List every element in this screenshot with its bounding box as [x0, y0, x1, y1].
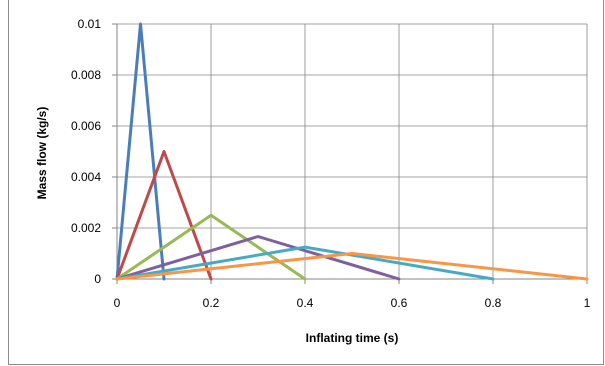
y-tick-label: 0.008: [71, 68, 101, 82]
y-tick-label: 0: [94, 272, 101, 286]
x-tick-label: 0.4: [297, 296, 314, 310]
x-tick-label: 0.6: [391, 296, 408, 310]
y-tick-label: 0.004: [71, 170, 101, 184]
series-line-4: [115, 235, 401, 281]
x-tick-label: 0.8: [485, 296, 502, 310]
y-axis-title: Mass flow (kg/s): [35, 107, 49, 200]
series-lines: [115, 22, 589, 281]
x-tick-label: 0.2: [203, 296, 220, 310]
x-tick-labels: 0 0.2 0.4 0.6 0.8 1: [114, 296, 591, 310]
series-line-1: [115, 22, 166, 281]
y-tick-labels: 0 0.002 0.004 0.006 0.008 0.01: [71, 17, 101, 286]
series-line-2: [115, 150, 213, 281]
y-tick-label: 0.01: [78, 17, 102, 31]
y-tick-label: 0.006: [71, 119, 101, 133]
series-line-6: [115, 252, 589, 281]
x-tick-label: 0: [114, 296, 121, 310]
series-line-3: [115, 213, 307, 281]
axes: [112, 23, 588, 284]
grid-lines: [117, 23, 588, 279]
y-tick-label: 0.002: [71, 221, 101, 235]
x-tick-label: 1: [584, 296, 591, 310]
chart-frame: [8, 0, 604, 365]
x-axis-title: Inflating time (s): [306, 331, 399, 345]
series-line-5: [115, 245, 495, 281]
